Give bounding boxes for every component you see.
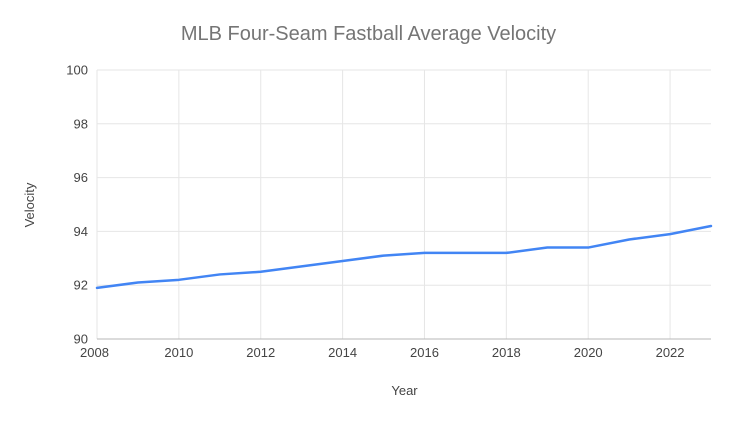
x-tick-label: 2022 (656, 345, 685, 360)
x-tick-label: 2012 (246, 345, 275, 360)
y-tick-label: 90 (74, 332, 88, 347)
x-tick-label: 2020 (574, 345, 603, 360)
x-axis-title: Year (391, 383, 418, 398)
x-tick-label: 2018 (492, 345, 521, 360)
velocity-line-series (95, 224, 713, 290)
x-tick-label: 2014 (328, 345, 357, 360)
y-tick-label: 96 (74, 170, 88, 185)
y-axis-title: Velocity (22, 182, 37, 228)
y-tick-label: 100 (66, 63, 88, 78)
y-tick-label: 98 (74, 116, 88, 131)
x-tick-label: 2016 (410, 345, 439, 360)
y-tick-label: 94 (74, 224, 88, 239)
x-tick-label: 2010 (164, 345, 193, 360)
chart-title: MLB Four-Seam Fastball Average Velocity (180, 23, 557, 45)
y-tick-label: 92 (74, 278, 88, 293)
x-tick-label: 2008 (80, 345, 109, 360)
